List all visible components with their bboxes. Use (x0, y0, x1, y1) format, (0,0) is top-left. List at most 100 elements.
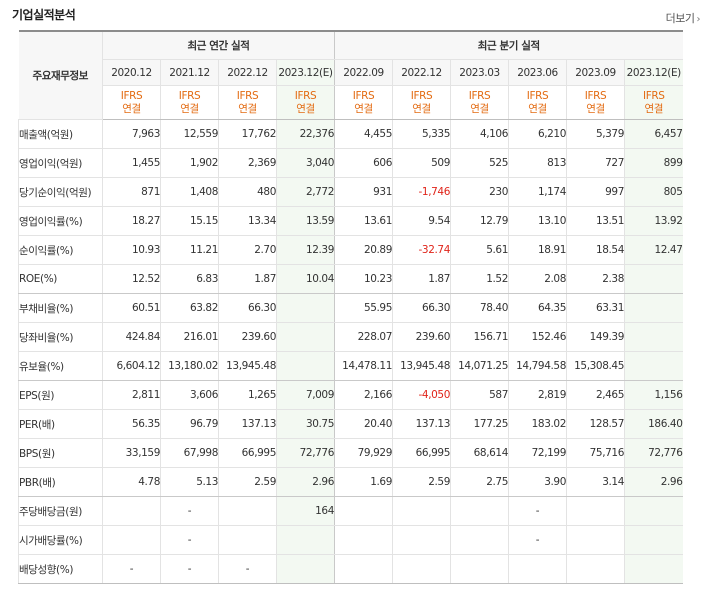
table-cell (624, 293, 683, 323)
table-cell (218, 496, 277, 526)
table-cell: 7,009 (276, 380, 335, 410)
table-cell: 12.79 (450, 206, 509, 236)
table-cell: 15.15 (160, 206, 219, 236)
table-cell: 1,265 (218, 380, 277, 410)
table-cell: 871 (102, 177, 161, 207)
table-cell: 63.31 (566, 293, 625, 323)
table-cell: 66,995 (392, 438, 451, 468)
table-cell: 2.59 (218, 467, 277, 497)
row-label: 매출액(억원) (18, 119, 103, 149)
row-label: 당좌비율(%) (18, 322, 103, 352)
table-row: 영업이익률(%) 18.27 15.15 13.34 13.59 13.61 9.54 12.… (18, 206, 683, 236)
table-cell: 55.95 (334, 293, 393, 323)
more-link[interactable]: 더보기 › (666, 10, 701, 26)
table-cell: 5,335 (392, 119, 451, 149)
table-cell (508, 554, 567, 584)
period-header: 2023.06 (508, 59, 567, 86)
table-cell: 1.52 (450, 264, 509, 294)
table-cell: 899 (624, 148, 683, 178)
table-cell: 128.57 (566, 409, 625, 439)
table-cell: 9.54 (392, 206, 451, 236)
table-cell: 14,794.58 (508, 351, 567, 381)
row-label: 당기순이익(억원) (18, 177, 103, 207)
table-cell: 164 (276, 496, 335, 526)
table-cell (624, 351, 683, 381)
table-cell: 13,180.02 (160, 351, 219, 381)
basis-standard: IFRS (236, 89, 259, 102)
table-cell: 17,762 (218, 119, 277, 149)
table-cell: 6,210 (508, 119, 567, 149)
basis-standard: IFRS (526, 89, 549, 102)
table-cell: 12.47 (624, 235, 683, 265)
table-row: 배당성향(%) - - - (18, 554, 683, 584)
table-row: 당기순이익(억원) 871 1,408 480 2,772 931 -1,746 230 1,1… (18, 177, 683, 207)
financial-table: 주요재무정보 최근 연간 실적 최근 분기 실적 2020.12 2021.12 2… (18, 30, 683, 584)
table-cell: -32.74 (392, 235, 451, 265)
table-cell (392, 554, 451, 584)
row-label: 부채비율(%) (18, 293, 103, 323)
table-cell: 10.04 (276, 264, 335, 294)
table-cell: 239.60 (392, 322, 451, 352)
table-cell: 4,455 (334, 119, 393, 149)
table-cell: 216.01 (160, 322, 219, 352)
row-label: PBR(배) (18, 467, 103, 497)
row-label: 영업이익률(%) (18, 206, 103, 236)
table-cell: 6,457 (624, 119, 683, 149)
table-cell: 67,998 (160, 438, 219, 468)
group-annual-header: 최근 연간 실적 (102, 31, 335, 60)
table-cell (392, 525, 451, 555)
basis-cell: IFRS 연결 (334, 85, 393, 120)
table-row: PER(배) 56.35 96.79 137.13 30.75 20.40 137.13 17… (18, 409, 683, 439)
table-cell (624, 554, 683, 584)
table-cell: 1,156 (624, 380, 683, 410)
basis-cell: IFRS 연결 (160, 85, 219, 120)
table-cell (624, 264, 683, 294)
table-cell (102, 525, 161, 555)
basis-standard: IFRS (643, 89, 665, 102)
table-cell: -4,050 (392, 380, 451, 410)
table-row: PBR(배) 4.78 5.13 2.59 2.96 1.69 2.59 2.75 3.90 3.… (18, 467, 683, 497)
table-cell: -1,746 (392, 177, 451, 207)
table-cell: 13,945.48 (392, 351, 451, 381)
table-cell (276, 525, 335, 555)
table-cell: 152.46 (508, 322, 567, 352)
table-cell (450, 554, 509, 584)
table-cell: 56.35 (102, 409, 161, 439)
table-cell: 11.21 (160, 235, 219, 265)
table-cell: 149.39 (566, 322, 625, 352)
period-header: 2020.12 (102, 59, 161, 86)
table-cell (334, 496, 393, 526)
table-cell: 4.78 (102, 467, 161, 497)
table-cell: 525 (450, 148, 509, 178)
table-cell: 480 (218, 177, 277, 207)
table-cell: 931 (334, 177, 393, 207)
section-title: 기업실적분석 (12, 8, 76, 22)
table-cell: - (218, 554, 277, 584)
table-cell: 186.40 (624, 409, 683, 439)
table-row: BPS(원) 33,159 67,998 66,995 72,776 79,929 66,9… (18, 438, 683, 468)
table-cell: 12.52 (102, 264, 161, 294)
table-cell: 22,376 (276, 119, 335, 149)
basis-cell: IFRS 연결 (102, 85, 161, 120)
table-cell: 7,963 (102, 119, 161, 149)
basis-standard: IFRS (410, 89, 433, 102)
table-cell: 66.30 (218, 293, 277, 323)
row-label: ROE(%) (18, 264, 103, 294)
table-cell: 6,604.12 (102, 351, 161, 381)
table-cell: 2.70 (218, 235, 277, 265)
table-cell: 3,040 (276, 148, 335, 178)
table-cell: 78.40 (450, 293, 509, 323)
table-cell (392, 496, 451, 526)
table-cell: 1,174 (508, 177, 567, 207)
table-cell: 14,478.11 (334, 351, 393, 381)
table-cell: 15,308.45 (566, 351, 625, 381)
table-cell (566, 554, 625, 584)
table-cell: 13.34 (218, 206, 277, 236)
table-row: 순이익률(%) 10.93 11.21 2.70 12.39 20.89 -32.74 5.6… (18, 235, 683, 265)
table-cell: 5.61 (450, 235, 509, 265)
basis-consolidated: 연결 (238, 102, 257, 115)
period-header: 2022.09 (334, 59, 393, 86)
table-cell: 18.27 (102, 206, 161, 236)
basis-cell: IFRS 연결 (276, 85, 335, 120)
period-header: 2022.12 (392, 59, 451, 86)
